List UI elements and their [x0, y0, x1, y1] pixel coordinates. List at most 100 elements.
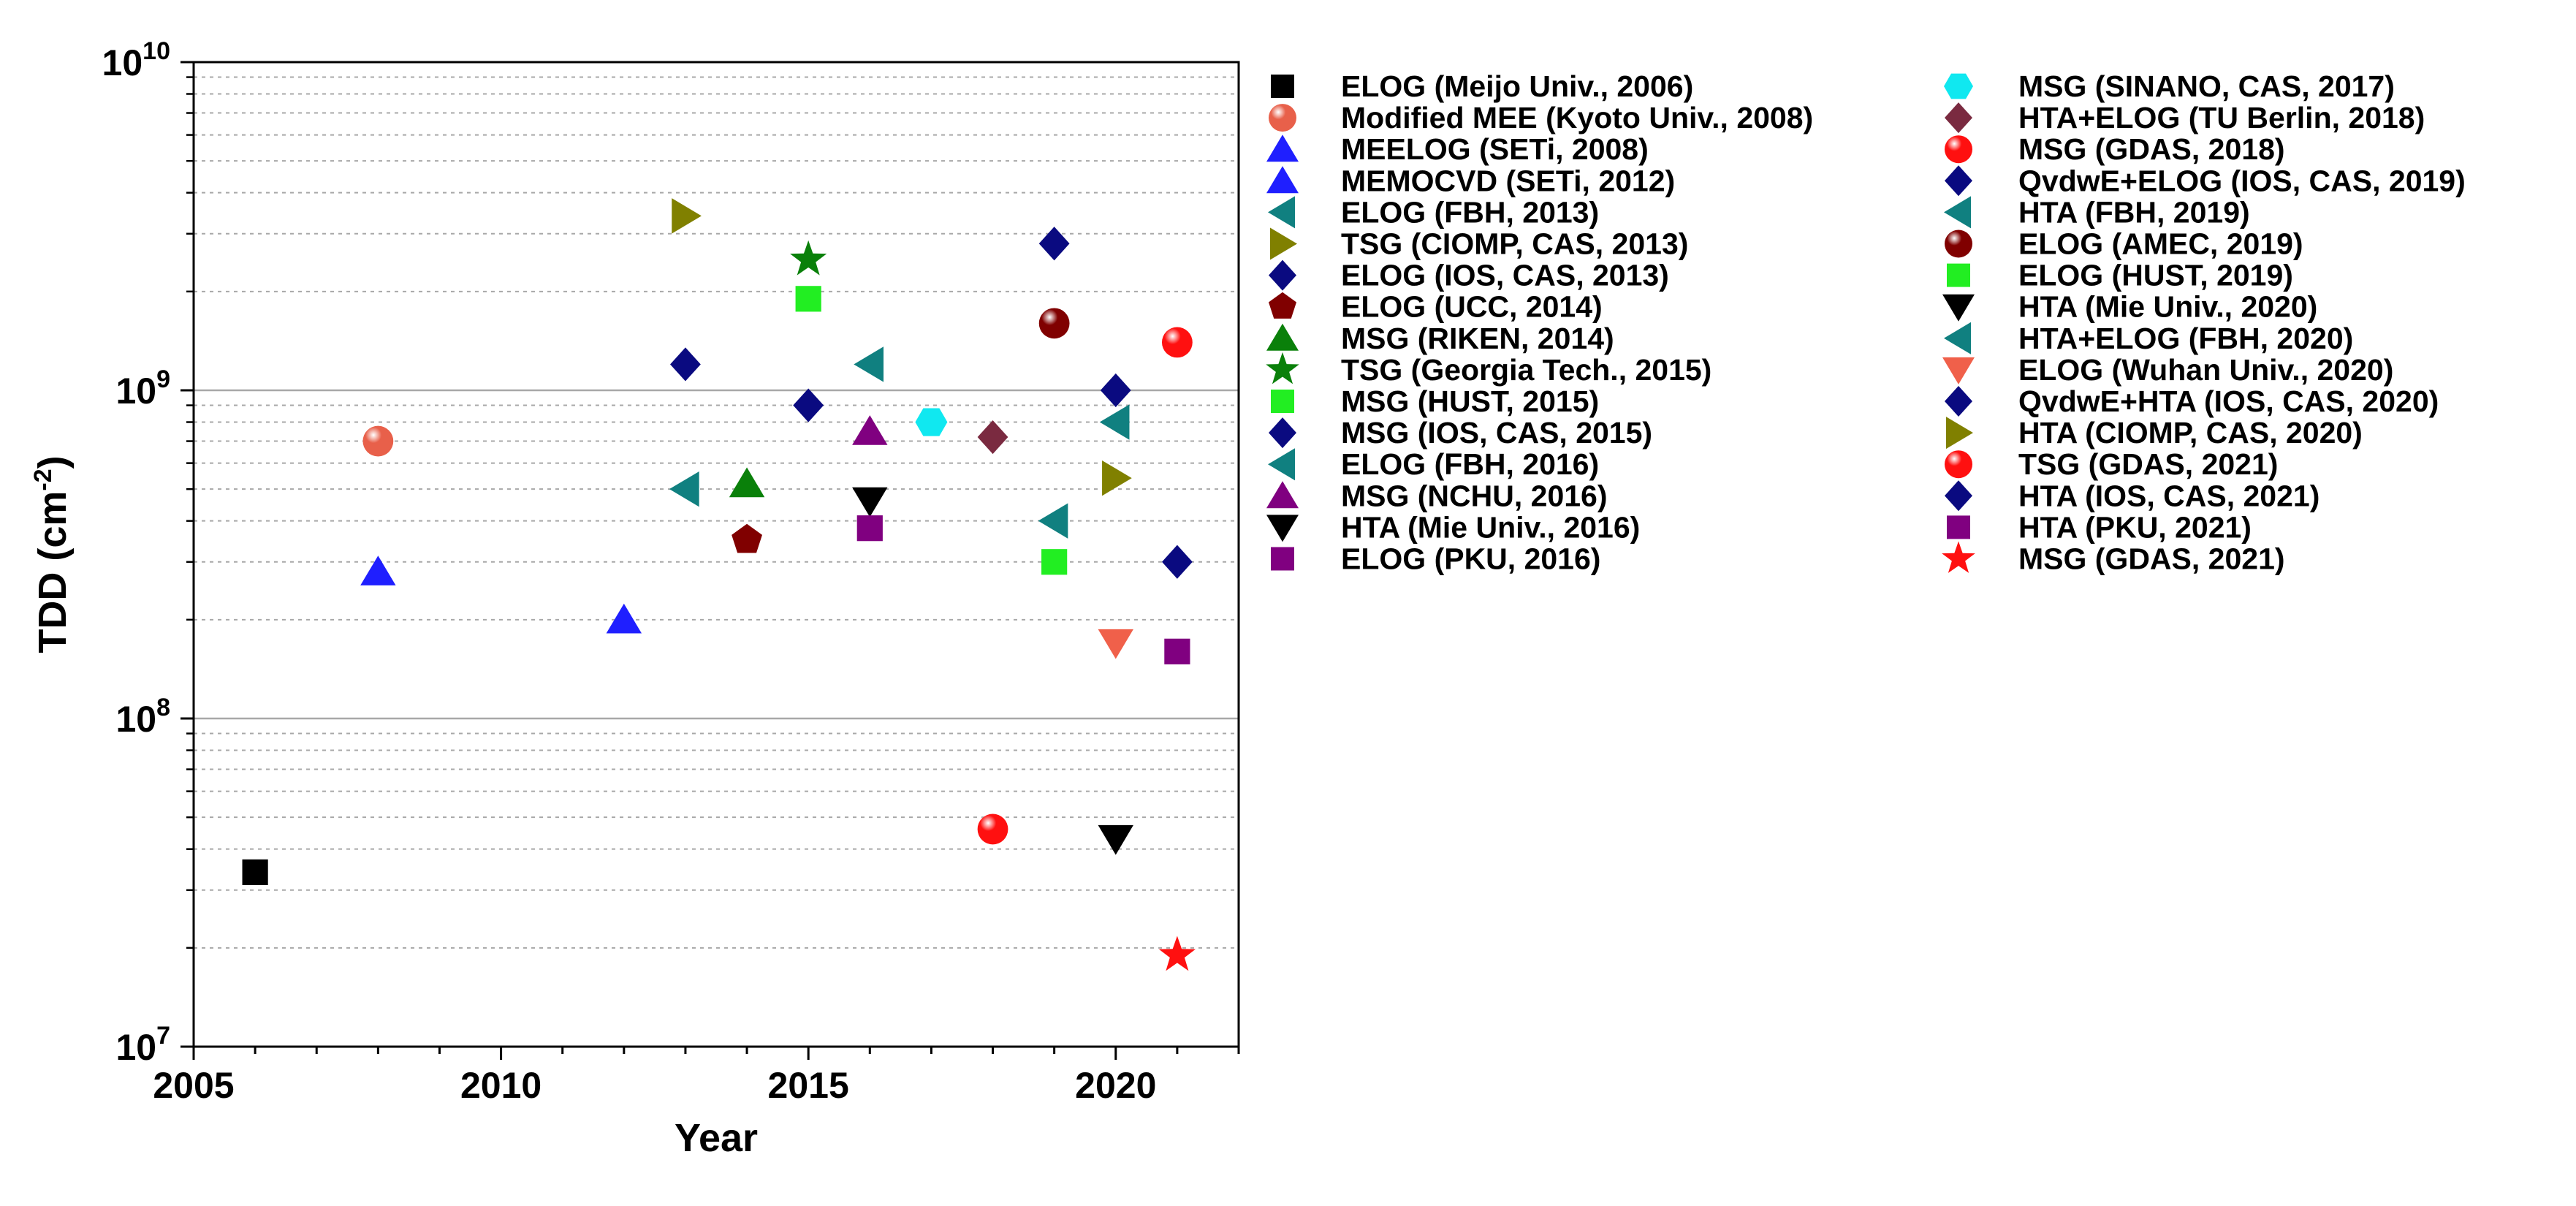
- legend-label: ELOG (FBH, 2013): [1341, 195, 1599, 229]
- data-point: [977, 420, 1008, 455]
- x-axis-title: Year: [675, 1116, 758, 1160]
- legend-label: HTA+ELOG (TU Berlin, 2018): [2018, 101, 2425, 134]
- legend-marker: [1268, 448, 1295, 481]
- legend-label: ELOG (PKU, 2016): [1341, 542, 1600, 576]
- data-point: [670, 347, 701, 382]
- legend-label: HTA (FBH, 2019): [2018, 195, 2250, 229]
- legend-marker: [1266, 481, 1299, 509]
- data-point: [732, 523, 762, 553]
- legend-label: HTA (IOS, CAS, 2021): [2018, 479, 2319, 512]
- data-point: [1161, 327, 1193, 358]
- data-point: [1158, 936, 1196, 971]
- legend-marker: [1942, 357, 1975, 384]
- y-tick-base: 10: [115, 1027, 156, 1068]
- x-tick-label: 2005: [153, 1065, 234, 1106]
- legend-label: MSG (IOS, CAS, 2015): [1341, 416, 1652, 450]
- legend-label: MSG (GDAS, 2021): [2018, 542, 2285, 576]
- data-point: [852, 487, 888, 517]
- data-point: [915, 408, 948, 436]
- legend-marker: [1944, 196, 1971, 229]
- legend-label: TSG (Georgia Tech., 2015): [1341, 353, 1711, 387]
- legend-label: ELOG (FBH, 2016): [1341, 447, 1599, 481]
- data-point: [242, 859, 268, 885]
- legend-label: HTA (Mie Univ., 2020): [2018, 290, 2317, 324]
- grid-lines: [194, 61, 1239, 949]
- legend-marker: [1945, 230, 1972, 258]
- data-point: [1038, 308, 1070, 339]
- y-tick-label: 109: [115, 365, 170, 412]
- legend-label: MSG (RIKEN, 2014): [1341, 322, 1614, 355]
- legend-marker: [1944, 322, 1971, 354]
- legend-marker: [1266, 323, 1299, 351]
- legend-label: MSG (HUST, 2015): [1341, 384, 1599, 418]
- y-axis-title-main: TDD (cm: [31, 491, 75, 653]
- data-point: [852, 415, 888, 445]
- legend-label: HTA (PKU, 2021): [2018, 510, 2252, 544]
- legend-marker: [1946, 417, 1973, 450]
- data-point: [1164, 638, 1190, 664]
- legend-label: ELOG (UCC, 2014): [1341, 290, 1603, 324]
- y-tick-exponent: 9: [156, 365, 170, 393]
- y-axis-title: TDD (cm-2): [29, 455, 75, 653]
- data-point: [606, 603, 642, 634]
- x-tick-label: 2010: [460, 1065, 542, 1106]
- y-tick-exponent: 7: [156, 1022, 170, 1050]
- legend-label: ELOG (Meijo Univ., 2006): [1341, 69, 1693, 103]
- y-tick-exponent: 8: [156, 694, 170, 721]
- data-point: [854, 346, 884, 382]
- legend-marker: [1269, 104, 1296, 132]
- legend-marker: [1947, 515, 1970, 539]
- legend-label: MSG (NCHU, 2016): [1341, 479, 1608, 512]
- legend-label: QvdwE+HTA (IOS, CAS, 2020): [2018, 384, 2439, 418]
- legend-marker: [1271, 390, 1294, 413]
- legend-label: HTA (CIOMP, CAS, 2020): [2018, 416, 2363, 450]
- data-point: [672, 198, 702, 234]
- legend-marker: [1945, 165, 1972, 197]
- legend-label: ELOG (HUST, 2019): [2018, 259, 2293, 292]
- data-point: [1102, 460, 1132, 496]
- legend-label: MEMOCVD (SETi, 2012): [1341, 164, 1675, 197]
- y-tick-label: 107: [115, 1022, 170, 1068]
- legend-marker: [1945, 386, 1972, 417]
- legend-marker: [1270, 227, 1297, 260]
- y-tick-base: 10: [102, 42, 143, 83]
- legend-label: HTA (Mie Univ., 2016): [1341, 510, 1640, 544]
- legend-marker: [1945, 450, 1972, 479]
- y-tick-label: 1010: [102, 37, 170, 83]
- y-tick-base: 10: [115, 371, 156, 412]
- data-point: [360, 555, 396, 585]
- plot-area: [192, 61, 1240, 1048]
- y-tick-base: 10: [115, 699, 156, 740]
- legend-marker: [1945, 480, 1972, 512]
- legend-marker: [1268, 196, 1295, 229]
- data-point: [729, 467, 765, 498]
- legend-marker: [1945, 135, 1972, 164]
- data-point: [795, 286, 821, 312]
- legend-label: TSG (GDAS, 2021): [2018, 447, 2278, 481]
- legend-marker: [1269, 417, 1296, 449]
- legend-marker: [1945, 102, 1972, 134]
- legend-marker: [1266, 134, 1299, 162]
- legend-label: MSG (SINANO, CAS, 2017): [2018, 69, 2395, 103]
- legend-marker: [1947, 263, 1970, 287]
- data-point: [793, 388, 824, 422]
- data-point: [362, 425, 394, 457]
- legend-marker: [1271, 547, 1294, 571]
- legend-label: Modified MEE (Kyoto Univ., 2008): [1341, 101, 1813, 134]
- y-axis-title-sup: -2: [29, 469, 57, 490]
- legend: ELOG (Meijo Univ., 2006)Modified MEE (Ky…: [1266, 69, 2466, 576]
- data-points: [242, 198, 1196, 971]
- data-point: [1038, 227, 1070, 261]
- legend-marker: [1942, 541, 1975, 573]
- legend-marker: [1271, 75, 1294, 98]
- y-axis-title-close: ): [31, 455, 75, 469]
- y-tick-label: 108: [115, 694, 170, 740]
- data-point: [1098, 629, 1133, 659]
- data-point: [1100, 373, 1131, 408]
- legend-marker: [1266, 515, 1299, 542]
- legend-marker: [1942, 294, 1975, 322]
- legend-marker: [1268, 292, 1297, 319]
- data-point: [790, 240, 827, 276]
